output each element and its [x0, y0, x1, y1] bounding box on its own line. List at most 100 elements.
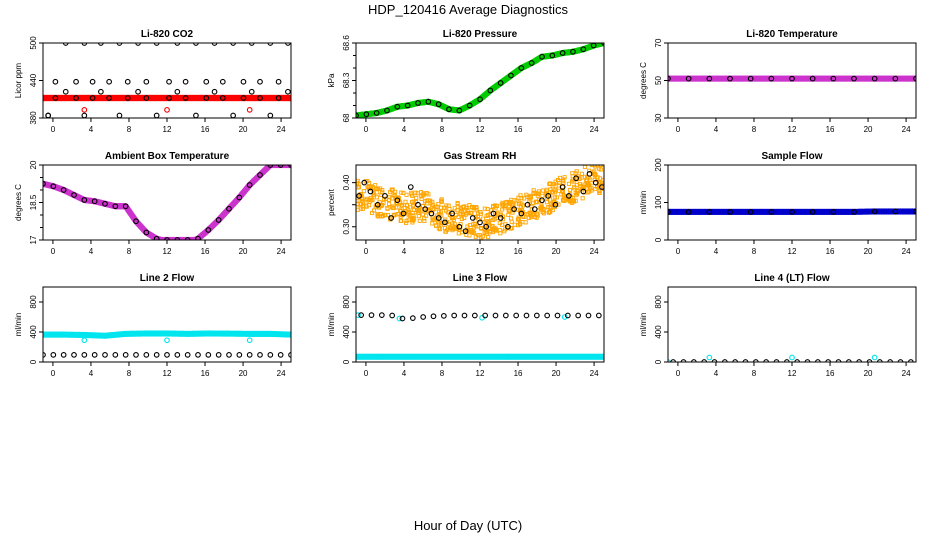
data-point: [219, 78, 226, 85]
data-point: [600, 353, 604, 360]
data-point: [478, 210, 483, 215]
data-point: [400, 210, 407, 217]
data-point: [356, 181, 361, 187]
data-point: [430, 313, 437, 320]
data-point: [205, 352, 212, 358]
data-point: [487, 87, 494, 94]
data-point: [582, 165, 588, 169]
data-point: [73, 95, 79, 101]
data-point: [466, 102, 473, 109]
data-point: [407, 184, 414, 190]
data-point: [371, 185, 376, 190]
data-point: [365, 185, 370, 190]
data-point: [747, 209, 754, 215]
data-point: [531, 190, 536, 195]
data-point: [62, 43, 69, 46]
data-point: [520, 210, 525, 215]
x-tick-label: 12: [163, 125, 172, 134]
data-point: [536, 197, 541, 202]
plot-frame: [42, 286, 292, 363]
data-point: [112, 352, 119, 358]
data-point: [102, 352, 108, 358]
data-point: [89, 95, 96, 101]
data-point: [470, 205, 475, 210]
data-point: [406, 212, 411, 217]
data-point: [98, 88, 104, 95]
x-tick-label: 4: [714, 369, 719, 378]
data-point: [589, 188, 594, 193]
data-point: [567, 187, 573, 193]
data-point: [122, 203, 129, 210]
x-tick-label: 24: [277, 369, 286, 378]
data-point: [257, 352, 263, 358]
data-point: [246, 352, 253, 358]
data-point: [456, 231, 461, 236]
x-tick-label: 20: [864, 247, 873, 256]
panel-title: Line 3 Flow: [453, 273, 508, 284]
data-point: [285, 88, 291, 95]
data-point: [518, 210, 525, 217]
data-point: [91, 352, 98, 358]
data-point: [391, 205, 396, 210]
data-point: [211, 88, 218, 95]
data-point: [415, 201, 421, 208]
data-point: [440, 313, 447, 319]
x-tick-label: 0: [51, 125, 56, 134]
x-tick-label: 0: [51, 247, 56, 256]
x-tick-label: 0: [676, 125, 681, 134]
data-point: [45, 112, 52, 118]
data-point: [461, 204, 466, 209]
data-point: [387, 195, 392, 200]
x-tick-label: 12: [476, 247, 485, 256]
data-point: [257, 78, 263, 85]
data-point: [396, 196, 401, 201]
x-tick-label: 20: [552, 247, 561, 256]
data-point: [373, 110, 380, 116]
data-point: [50, 352, 57, 358]
x-tick-label: 16: [826, 369, 835, 378]
data-point: [360, 206, 365, 212]
data-point: [81, 107, 88, 113]
data-point: [275, 95, 282, 101]
panel-title: Sample Flow: [761, 151, 822, 162]
data-point: [533, 312, 540, 319]
data-point: [768, 209, 775, 215]
data-point: [424, 213, 429, 218]
data-point: [133, 218, 139, 225]
x-tick-label: 8: [127, 125, 132, 134]
x-tick-label: 20: [864, 369, 873, 378]
data-point: [477, 96, 483, 103]
data-point: [420, 314, 427, 320]
data-point: [257, 172, 263, 178]
data-point: [494, 203, 500, 209]
panel-title: Ambient Box Temperature: [105, 151, 230, 162]
data-point: [456, 107, 463, 114]
data-point: [442, 205, 447, 210]
data-point: [519, 201, 524, 206]
data-point: [571, 198, 576, 203]
data-point: [193, 43, 199, 46]
data-point: [364, 198, 369, 203]
data-point: [461, 312, 468, 319]
data-point: [81, 337, 88, 344]
data-point: [398, 214, 403, 219]
data-point: [409, 190, 414, 195]
data-point: [436, 226, 441, 231]
data-point: [356, 112, 359, 118]
y-tick-label: 500: [29, 36, 38, 50]
data-point: [422, 218, 427, 223]
data-point: [892, 208, 899, 215]
data-point: [410, 220, 415, 225]
panel-2: Li-820 Pressure kPa 0 4 8 12 16 20 24 68 68.3 68.6: [327, 29, 605, 134]
panel-4: Ambient Box Temperature degrees C 0 4 8 12 16 2…: [14, 151, 292, 256]
data-point: [560, 179, 565, 184]
x-tick-label: 16: [201, 369, 210, 378]
panel-1: Li-820 CO2 Licor ppm 0 4 8 12 16 20 24 380 440 500: [14, 29, 292, 134]
data-point: [143, 78, 150, 85]
y-tick-label: 800: [654, 295, 663, 309]
data-point: [488, 229, 493, 234]
data-point: [519, 196, 524, 201]
data-point: [436, 209, 442, 214]
data-point: [585, 312, 592, 319]
data-point: [668, 75, 671, 82]
